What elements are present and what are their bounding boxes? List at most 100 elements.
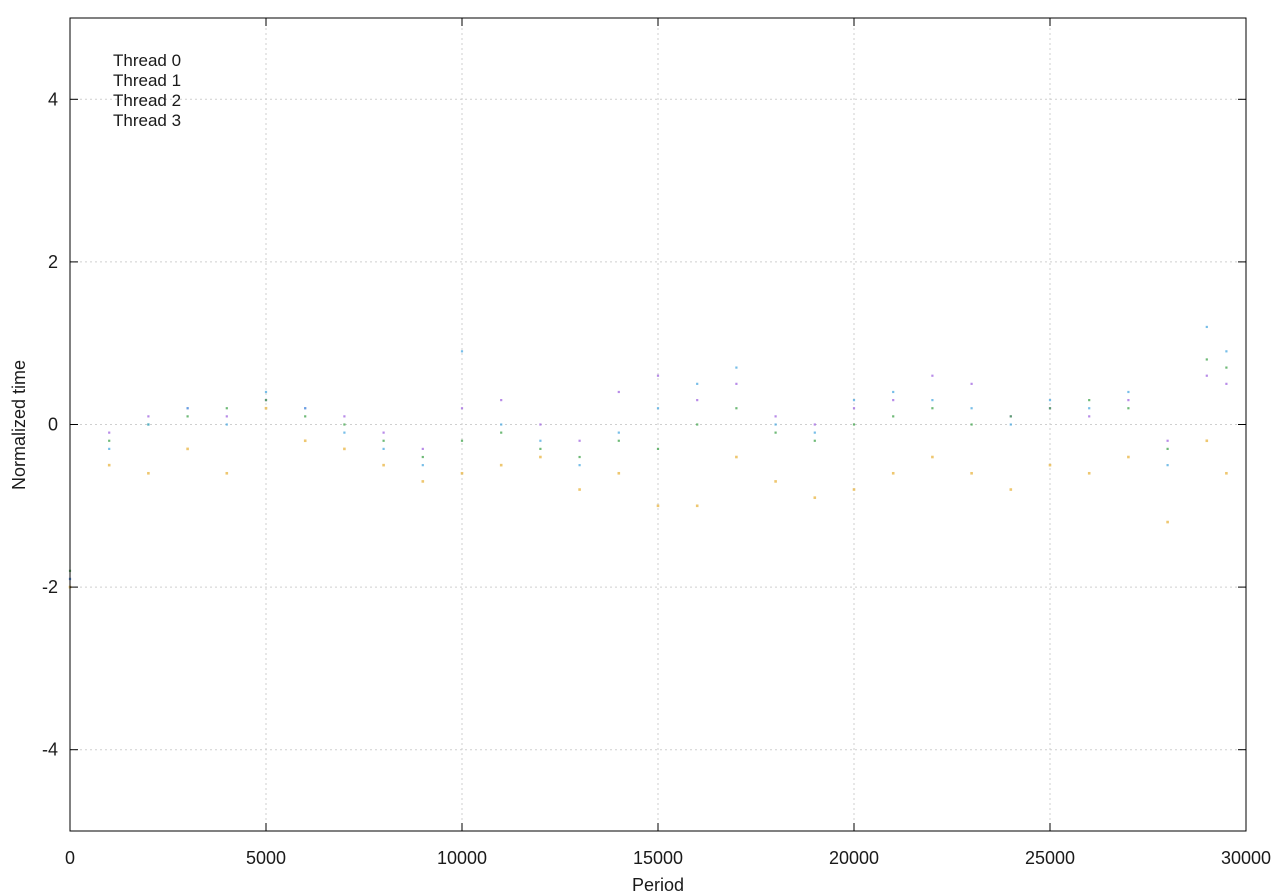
data-point — [303, 439, 307, 443]
data-point — [1205, 358, 1208, 361]
data-point — [382, 431, 385, 434]
data-point — [1048, 399, 1052, 402]
data-point — [617, 390, 620, 394]
data-point — [813, 423, 816, 426]
data-point — [264, 399, 268, 402]
data-point — [852, 488, 856, 491]
data-point — [107, 463, 111, 467]
legend-label-thread-0: Thread 0 — [113, 51, 181, 70]
data-point — [617, 471, 621, 475]
x-tick-label: 30000 — [1221, 848, 1271, 868]
data-point — [578, 455, 581, 459]
data-point — [735, 455, 738, 459]
data-point — [460, 439, 464, 442]
x-axis-title: Period — [632, 875, 684, 895]
data-point — [1048, 463, 1052, 467]
y-axis-title: Normalized time — [9, 360, 29, 490]
x-tick-label: 25000 — [1025, 848, 1075, 868]
data-point — [892, 399, 895, 402]
data-point — [304, 407, 307, 410]
data-point — [852, 423, 856, 426]
data-point — [460, 350, 464, 353]
data-point — [931, 407, 934, 410]
series-thread-0 — [68, 374, 1228, 581]
data-point — [499, 463, 503, 467]
grid — [70, 18, 1246, 831]
data-point — [656, 374, 660, 377]
data-point — [500, 399, 503, 402]
data-point — [1166, 464, 1169, 467]
data-point — [225, 423, 228, 426]
data-point — [656, 504, 660, 508]
data-point — [421, 455, 424, 459]
data-point — [264, 390, 268, 394]
data-point — [970, 471, 973, 475]
data-point — [578, 488, 581, 491]
data-point — [343, 447, 346, 451]
data-point — [382, 439, 385, 442]
data-point — [813, 496, 817, 499]
data-point — [774, 480, 777, 483]
data-point — [421, 447, 424, 450]
data-point — [1166, 439, 1169, 442]
data-point — [695, 504, 699, 508]
data-point — [304, 415, 307, 418]
data-point — [382, 463, 385, 467]
x-tick-label: 15000 — [633, 848, 683, 868]
data-point — [343, 423, 346, 426]
data-point — [774, 431, 777, 434]
y-tick-label: 4 — [48, 89, 58, 109]
data-point — [264, 406, 268, 410]
data-point — [931, 455, 934, 459]
y-tick-label: -2 — [42, 577, 58, 597]
data-point — [421, 480, 425, 483]
data-point — [1225, 471, 1228, 475]
data-point — [108, 447, 111, 450]
data-point — [696, 382, 699, 385]
data-point — [735, 382, 738, 385]
data-point — [108, 439, 111, 442]
data-point — [891, 471, 895, 475]
data-point — [382, 447, 385, 450]
legend: Thread 0 Thread 1 Thread 2 Thread 3 — [113, 51, 181, 130]
data-point — [225, 471, 229, 475]
data-point — [1127, 407, 1130, 410]
x-tick-label: 0 — [65, 848, 75, 868]
data-point — [1127, 399, 1130, 402]
x-tick-label: 20000 — [829, 848, 879, 868]
data-point — [578, 439, 581, 442]
data-point — [656, 447, 660, 450]
data-point — [421, 464, 424, 467]
data-point — [500, 423, 503, 426]
x-tick-label: 10000 — [437, 848, 487, 868]
data-point — [813, 431, 816, 434]
data-point — [852, 407, 856, 410]
data-point — [1009, 415, 1012, 418]
data-point — [931, 399, 934, 402]
data-point — [1009, 423, 1012, 426]
data-point — [1205, 374, 1208, 377]
y-tick-label: -4 — [42, 740, 58, 760]
data-point — [735, 407, 738, 410]
data-point — [1088, 399, 1091, 402]
data-point — [696, 423, 699, 426]
data-point — [186, 447, 189, 451]
data-point — [1166, 520, 1169, 524]
axis-ticks: 0 5000 10000 15000 20000 25000 30000 -4 -2 0 2 4 — [42, 18, 1271, 868]
data-point — [108, 431, 111, 434]
legend-label-thread-1: Thread 1 — [113, 71, 181, 90]
legend-label-thread-3: Thread 3 — [113, 111, 181, 130]
data-point — [970, 407, 973, 410]
data-point — [1088, 415, 1091, 418]
y-tick-label: 0 — [48, 415, 58, 435]
data-point — [539, 423, 542, 426]
data-point — [460, 471, 464, 475]
y-tick-label: 2 — [48, 252, 58, 272]
data-point — [774, 415, 777, 418]
data-point — [892, 415, 895, 418]
data-point — [343, 431, 346, 434]
series-thread-1 — [68, 358, 1228, 572]
data-point — [1127, 455, 1130, 459]
